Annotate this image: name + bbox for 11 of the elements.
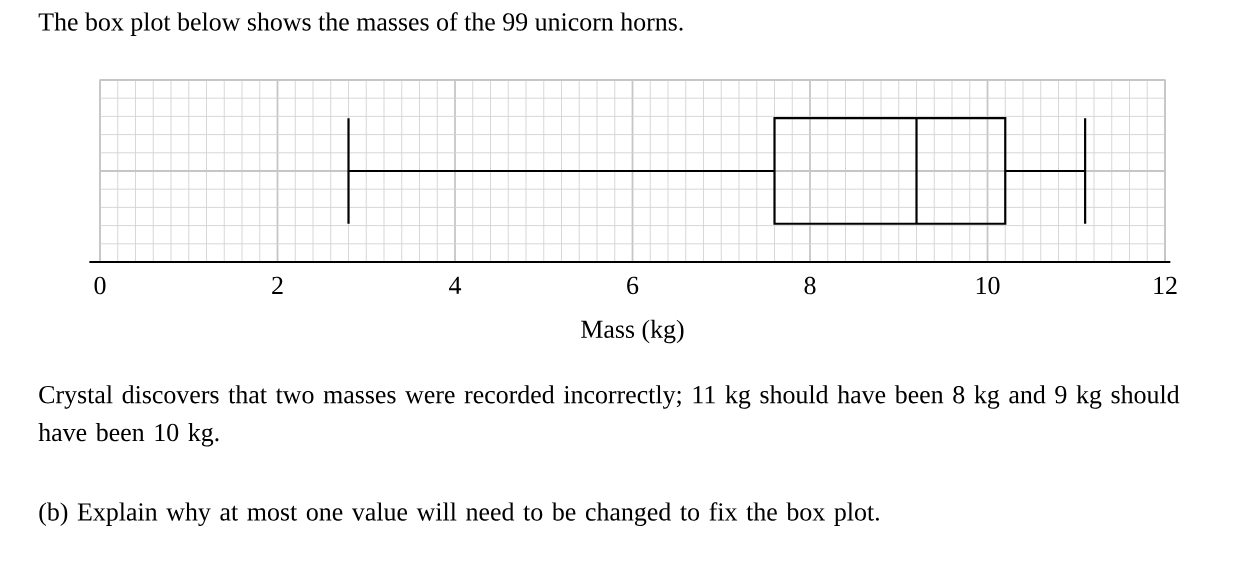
text: (b) Explain why at most one value will need to be changed to fix the box plot. xyxy=(39,502,879,527)
text: Crystal discovers that two masses were recorded incorrectly; 11 kg should have been 8 kg and 9 kg should have been 10 kg. xyxy=(38,385,1180,447)
x-tick-label: 12 xyxy=(1154,276,1177,294)
x-tick-label: 2 xyxy=(272,276,283,294)
x-tick-label: 0 xyxy=(94,276,106,295)
x-tick-label: 6 xyxy=(627,276,639,295)
x-tick-label: 10 xyxy=(976,276,1000,295)
chart-title: The box plot below shows the masses of the 99 unicorn horns. xyxy=(38,12,683,36)
x-tick-label: 4 xyxy=(449,276,462,294)
x-tick-label: 8 xyxy=(804,276,816,295)
x-axis-title: Mass (kg) xyxy=(581,319,684,344)
